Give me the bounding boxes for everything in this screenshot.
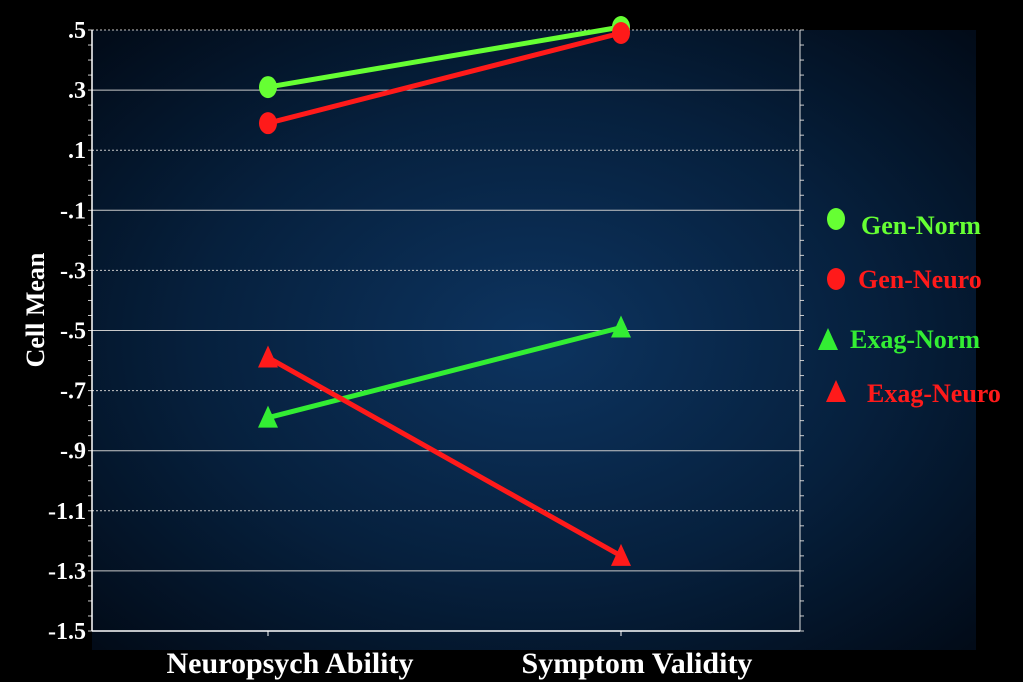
legend-label: Exag-Norm <box>850 325 980 354</box>
legend-triangle-marker <box>826 380 846 402</box>
x-category-label: Symptom Validity <box>522 647 753 680</box>
data-point <box>611 315 631 338</box>
y-tick-label: -1.1 <box>48 499 86 525</box>
legend-label: Exag-Neuro <box>867 379 1001 408</box>
legend-circle-marker <box>827 208 845 230</box>
y-tick-label: .1 <box>68 138 86 164</box>
series-line <box>265 30 624 126</box>
series-line <box>265 24 624 90</box>
y-tick-label: -.7 <box>60 379 86 405</box>
y-tick-label: .5 <box>68 18 86 44</box>
series-exag-neuro <box>258 345 631 566</box>
x-category-label: Neuropsych Ability <box>167 647 414 680</box>
data-point <box>259 76 277 99</box>
data-point <box>259 112 277 135</box>
legend: Gen-Norm Gen-Neuro Exag-Norm Exag-Neuro <box>818 208 1001 408</box>
y-tick-label: -1.3 <box>48 559 86 585</box>
series-line <box>265 324 624 421</box>
series-exag-norm <box>258 315 631 428</box>
legend-triangle-marker <box>818 328 838 350</box>
y-tick-label: -1.5 <box>48 619 86 645</box>
series <box>258 15 631 566</box>
series-gen-neuro <box>259 22 630 135</box>
data-point <box>612 22 630 45</box>
y-tick-label: -.1 <box>60 198 86 224</box>
legend-circle-marker <box>827 268 845 290</box>
y-tick-label: -.9 <box>60 439 86 465</box>
y-tick-label: -.5 <box>60 319 86 345</box>
plot-background <box>92 30 976 650</box>
data-point <box>258 345 278 368</box>
legend-label: Gen-Neuro <box>858 265 982 294</box>
legend-item: Exag-Neuro <box>826 379 1001 408</box>
legend-label: Gen-Norm <box>861 211 981 240</box>
data-point <box>611 543 631 566</box>
series-line <box>265 355 624 559</box>
y-tick-label: .3 <box>68 78 86 104</box>
y-axis-label: Cell Mean <box>21 252 50 367</box>
data-point <box>258 405 278 428</box>
axes: .5 .3 .1 -.1 -.3 -.5 -.7 -.9 -1.1 -1.3 -1.5 Neurops… <box>48 18 804 680</box>
legend-item: Exag-Norm <box>818 325 980 354</box>
y-tick-label: -.3 <box>60 258 86 284</box>
legend-item: Gen-Norm <box>827 208 981 240</box>
legend-item: Gen-Neuro <box>827 265 982 294</box>
